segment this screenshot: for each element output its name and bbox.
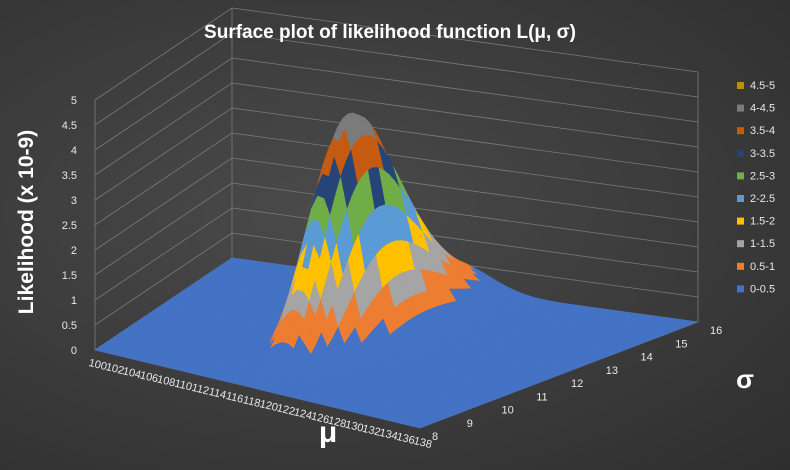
legend-label: 4.5-5	[750, 80, 775, 92]
x-tick-label: 106	[139, 369, 160, 385]
legend-swatch	[737, 82, 744, 89]
x-tick-label: 138	[412, 435, 433, 451]
x-tick-label: 126	[310, 410, 331, 426]
z-tick-label: 1.5	[62, 270, 77, 282]
x-tick-label: 114	[207, 386, 227, 402]
legend-swatch	[737, 104, 744, 112]
z-tick-label: 4	[71, 145, 77, 157]
z-tick-label: 0	[71, 345, 77, 357]
legend-swatch	[737, 240, 744, 248]
x-tick-label: 112	[190, 382, 210, 398]
legend-label: 0.5-1	[750, 261, 775, 273]
y-tick-label: 14	[641, 352, 653, 364]
y-axis-label: σ	[736, 364, 754, 394]
y-tick-label: 13	[606, 365, 618, 377]
x-tick-label: 136	[395, 431, 416, 447]
z-tick-label: 3	[71, 195, 77, 207]
z-axis-label: Likelihood (x 10-9)	[15, 130, 38, 314]
legend-swatch	[737, 195, 744, 202]
y-axis-ticks: 8 9 10 11 12 13 14 15 16	[432, 325, 722, 443]
legend-label: 0-0.5	[750, 283, 775, 295]
x-tick-label: 110	[173, 378, 193, 394]
gridlines	[94, 7, 699, 429]
x-tick-label: 132	[361, 423, 382, 439]
x-tick-label: 108	[156, 373, 177, 389]
legend-label: 2-2.5	[750, 193, 775, 205]
legend-swatch	[737, 127, 744, 135]
x-tick-label: 120	[258, 398, 279, 414]
legend-swatch	[737, 172, 744, 180]
x-tick-label: 104	[122, 365, 143, 381]
y-tick-label: 9	[467, 418, 473, 430]
surface-patch	[414, 423, 428, 429]
x-tick-label: 118	[242, 394, 262, 410]
x-tick-label: 100	[87, 357, 108, 373]
z-tick-label: 5	[71, 95, 77, 107]
y-tick-label: 15	[675, 338, 687, 350]
y-tick-label: 12	[571, 378, 583, 390]
x-axis-ticks: 1001021041061081101121141161181201221241…	[87, 357, 433, 451]
legend-label: 4-4.5	[750, 103, 775, 115]
x-axis-label: μ	[319, 416, 337, 449]
legend: 4.5-5 4-4.5 3.5-4 3-3.5 2.5-3 2-2.5 1.5-2 1-1.5…	[737, 80, 775, 295]
chart-title: Surface plot of likelihood function L(μ,…	[204, 22, 576, 43]
surface	[94, 112, 699, 429]
z-tick-label: 1	[71, 295, 77, 307]
z-gridline	[94, 82, 699, 176]
z-tick-label: 2.5	[62, 220, 77, 232]
y-tick-label: 16	[710, 325, 722, 337]
z-tick-label: 4.5	[62, 120, 77, 132]
y-tick-label: 10	[502, 405, 514, 417]
z-tick-label: 3.5	[62, 170, 77, 182]
x-tick-label: 116	[225, 390, 245, 406]
legend-swatch	[737, 285, 744, 293]
z-tick-label: 2	[71, 245, 77, 257]
legend-label: 3-3.5	[750, 148, 775, 160]
x-tick-label: 128	[327, 415, 348, 431]
z-tick-label: 0.5	[62, 320, 77, 332]
x-tick-label: 130	[344, 419, 365, 435]
legend-swatch	[737, 149, 744, 157]
x-tick-label: 124	[293, 406, 314, 422]
x-tick-label: 102	[104, 361, 125, 377]
y-tick-label: 11	[536, 391, 547, 403]
x-tick-label: 122	[276, 402, 297, 418]
y-tick-label: 8	[432, 431, 438, 443]
z-gridline	[94, 57, 699, 151]
legend-label: 1.5-2	[750, 216, 775, 228]
legend-swatch	[737, 262, 744, 270]
legend-label: 1-1.5	[750, 238, 775, 250]
z-gridline	[94, 32, 699, 126]
legend-swatch	[737, 217, 744, 225]
z-axis-ticks: 0 0.5 1 1.5 2 2.5 3 3.5 4 4.5 5	[62, 95, 77, 357]
legend-label: 3.5-4	[750, 125, 775, 137]
legend-label: 2.5-3	[750, 170, 775, 182]
x-tick-label: 134	[378, 427, 399, 443]
